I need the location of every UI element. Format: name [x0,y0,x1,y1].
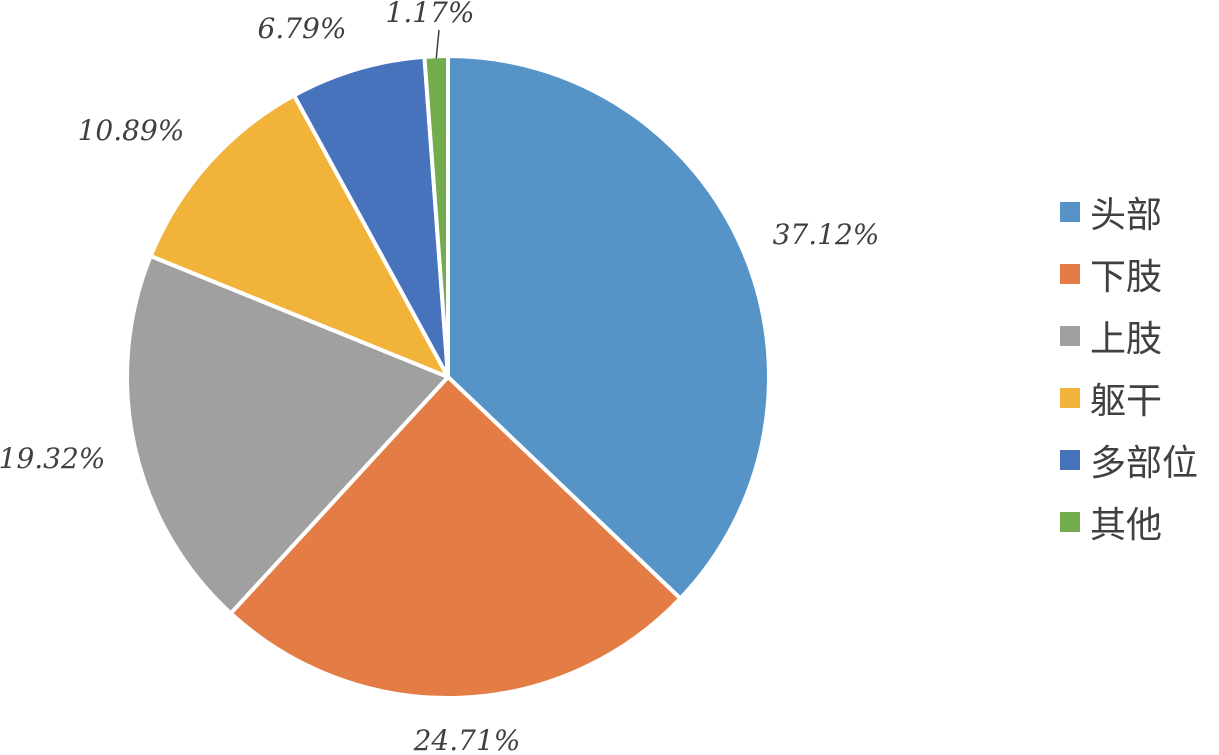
legend-item-lower-limb: 下肢 [1060,250,1198,298]
data-labels: 37.12% 24.71% 19.32% 10.89% 6.79% 1.17% [0,0,879,755]
legend-item-head: 头部 [1060,188,1198,236]
data-label-lower-limb: 24.71% [413,724,521,755]
legend-item-other: 其他 [1060,498,1198,546]
data-label-other: 1.17% [386,0,475,29]
legend-swatch-trunk [1060,388,1080,408]
legend-item-multiple-sites: 多部位 [1060,436,1198,484]
legend-swatch-upper-limb [1060,326,1080,346]
legend-label-multiple-sites: 多部位 [1090,443,1199,484]
legend-label-lower-limb: 下肢 [1090,257,1163,298]
legend-label-head: 头部 [1090,195,1163,236]
leader-lines [435,29,440,59]
data-label-upper-limb: 19.32% [0,442,105,475]
pie-slice-trunk [148,93,450,379]
legend-swatch-lower-limb [1060,264,1080,284]
legend-label-upper-limb: 上肢 [1090,319,1163,360]
data-label-multiple-sites: 6.79% [258,12,347,45]
data-label-trunk: 10.89% [78,114,185,147]
legend-swatch-multiple-sites [1060,450,1080,470]
pie-slice-multiple-sites [292,54,450,379]
legend-label-other: 其他 [1090,505,1163,546]
legend: 头部 下肢 上肢 躯干 多部位 其他 [1060,188,1198,546]
pie-slice-lower-limb [228,375,683,700]
legend-item-trunk: 躯干 [1060,374,1198,422]
legend-swatch-other [1060,512,1080,532]
pie-slices [125,54,771,700]
data-label-head: 37.12% [773,218,880,251]
pie-slice-head [446,54,771,601]
legend-swatch-head [1060,202,1080,222]
legend-label-trunk: 躯干 [1090,381,1163,422]
leader-line-other [435,29,440,59]
legend-item-upper-limb: 上肢 [1060,312,1198,360]
